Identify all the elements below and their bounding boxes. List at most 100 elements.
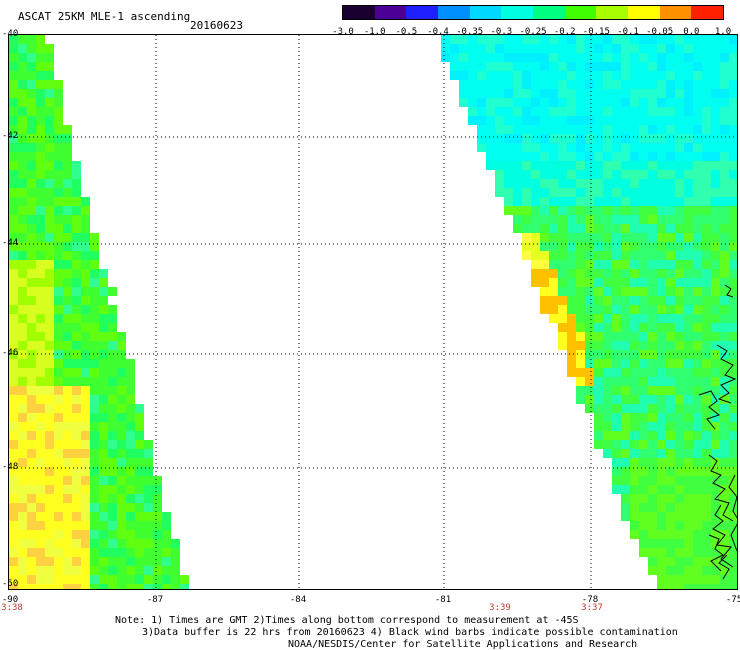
right-swath-cell xyxy=(621,161,630,170)
left-swath-cell xyxy=(9,512,18,521)
left-swath-cell xyxy=(45,305,54,314)
right-swath-cell xyxy=(477,116,486,125)
left-swath-cell xyxy=(63,377,72,386)
coastline xyxy=(716,344,737,404)
right-swath-cell xyxy=(666,323,675,332)
left-swath-cell xyxy=(153,521,162,530)
right-swath-cell xyxy=(702,71,711,80)
right-swath-cell xyxy=(684,260,693,269)
left-swath-cell xyxy=(9,548,18,557)
right-swath-cell xyxy=(657,35,666,44)
right-swath-cell xyxy=(585,53,594,62)
right-swath-cell xyxy=(549,287,558,296)
left-swath-cell xyxy=(54,98,63,107)
left-swath-cell xyxy=(81,323,90,332)
right-swath-cell xyxy=(648,62,657,71)
left-swath-cell xyxy=(27,53,36,62)
time-label-left: 3:38 xyxy=(1,603,23,613)
left-swath-cell xyxy=(144,467,153,476)
right-swath-cell xyxy=(594,80,603,89)
right-swath-cell xyxy=(486,143,495,152)
right-swath-cell xyxy=(612,143,621,152)
left-swath-cell xyxy=(18,161,27,170)
right-swath-cell xyxy=(549,269,558,278)
right-swath-cell xyxy=(612,269,621,278)
right-swath-cell xyxy=(495,179,504,188)
right-swath-cell xyxy=(657,413,666,422)
right-swath-cell xyxy=(648,323,657,332)
right-swath-cell xyxy=(477,134,486,143)
right-swath-cell xyxy=(693,161,702,170)
left-swath-cell xyxy=(90,431,99,440)
right-swath-cell xyxy=(711,368,720,377)
left-swath-cell xyxy=(9,584,18,589)
right-swath-cell xyxy=(468,98,477,107)
right-swath-cell xyxy=(504,161,513,170)
right-swath-cell xyxy=(684,485,693,494)
left-swath-cell xyxy=(144,512,153,521)
right-swath-cell xyxy=(684,80,693,89)
right-swath-cell xyxy=(549,143,558,152)
right-swath-cell xyxy=(639,404,648,413)
right-swath-cell xyxy=(549,188,558,197)
right-swath-cell xyxy=(630,125,639,134)
right-swath-cell xyxy=(549,71,558,80)
right-swath-cell xyxy=(504,116,513,125)
left-swath-cell xyxy=(90,512,99,521)
left-swath-cell xyxy=(90,305,99,314)
left-swath-cell xyxy=(72,449,81,458)
right-swath-cell xyxy=(702,359,711,368)
right-swath-cell xyxy=(621,233,630,242)
right-swath-cell xyxy=(531,71,540,80)
right-swath-cell xyxy=(648,242,657,251)
left-swath-cell xyxy=(18,206,27,215)
left-swath-cell xyxy=(9,476,18,485)
left-swath-cell xyxy=(36,458,45,467)
left-swath-cell xyxy=(9,440,18,449)
left-swath-cell xyxy=(45,359,54,368)
right-swath-cell xyxy=(585,125,594,134)
right-swath-cell xyxy=(567,134,576,143)
left-swath-cell xyxy=(63,458,72,467)
left-swath-cell xyxy=(45,458,54,467)
right-swath-cell xyxy=(675,134,684,143)
right-swath-cell xyxy=(504,125,513,134)
right-swath-cell xyxy=(693,71,702,80)
left-swath-cell xyxy=(54,206,63,215)
right-swath-cell xyxy=(567,44,576,53)
left-swath-cell xyxy=(135,422,144,431)
right-swath-cell xyxy=(639,395,648,404)
left-swath-cell xyxy=(63,125,72,134)
left-swath-cell xyxy=(45,251,54,260)
right-swath-cell xyxy=(558,143,567,152)
left-swath-cell xyxy=(54,440,63,449)
right-swath-cell xyxy=(729,251,737,260)
left-swath-cell xyxy=(18,539,27,548)
right-swath-cell xyxy=(621,224,630,233)
left-swath-cell xyxy=(90,557,99,566)
left-swath-cell xyxy=(72,431,81,440)
right-swath-cell xyxy=(558,89,567,98)
right-swath-cell xyxy=(549,116,558,125)
right-swath-cell xyxy=(684,521,693,530)
right-swath-cell xyxy=(531,116,540,125)
right-swath-cell xyxy=(675,323,684,332)
left-swath-cell xyxy=(63,224,72,233)
left-swath-cell xyxy=(54,503,63,512)
right-swath-cell xyxy=(585,188,594,197)
right-swath-cell xyxy=(567,80,576,89)
right-swath-cell xyxy=(621,278,630,287)
right-swath-cell xyxy=(711,332,720,341)
colorbar-tick-label: 0.0 xyxy=(683,27,700,37)
right-swath-cell xyxy=(540,179,549,188)
right-swath-cell xyxy=(549,134,558,143)
right-swath-cell xyxy=(729,125,737,134)
right-swath-cell xyxy=(558,116,567,125)
right-swath-cell xyxy=(657,386,666,395)
right-swath-cell xyxy=(522,152,531,161)
right-swath-cell xyxy=(468,116,477,125)
right-swath-cell xyxy=(729,575,737,584)
right-swath-cell xyxy=(630,80,639,89)
left-swath-cell xyxy=(54,134,63,143)
left-swath-cell xyxy=(135,467,144,476)
